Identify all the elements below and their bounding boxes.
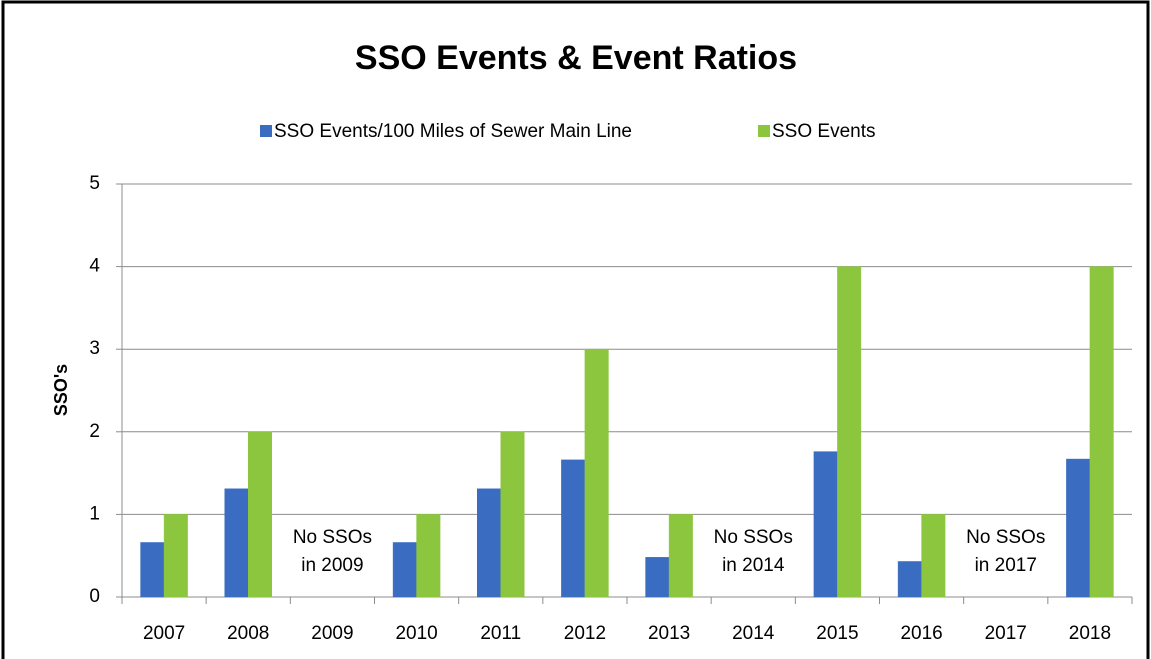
bar (813, 451, 838, 598)
y-tick-label: 1 (89, 503, 100, 524)
bar (224, 488, 249, 598)
legend-label: SSO Events (772, 121, 876, 142)
bar (416, 514, 441, 598)
bar (921, 514, 946, 598)
bar (163, 514, 188, 598)
y-axis-label: SSO's (51, 364, 71, 416)
x-tick-label: 2018 (1069, 623, 1111, 644)
annotation: in 2014 (722, 555, 785, 576)
bar (248, 431, 272, 598)
x-tick-label: 2008 (227, 623, 269, 644)
x-tick-label: 2013 (648, 623, 690, 644)
x-tick-label: 2007 (143, 623, 185, 644)
bar (645, 557, 670, 598)
annotation: No SSOs (714, 527, 793, 548)
x-tick-label: 2010 (395, 623, 437, 644)
bar (392, 542, 417, 598)
x-tick-label: 2011 (480, 623, 521, 644)
bar (837, 266, 862, 598)
y-tick-label: 5 (89, 173, 100, 194)
y-tick-label: 0 (89, 586, 100, 607)
x-tick-label: 2012 (564, 623, 606, 644)
y-tick-label: 4 (89, 256, 100, 277)
x-tick-label: 2017 (985, 623, 1027, 644)
x-tick-label: 2014 (732, 623, 775, 644)
legend-label: SSO Events/100 Miles of Sewer Main Line (274, 121, 632, 142)
annotation: No SSOs (966, 527, 1045, 548)
bar (897, 561, 922, 598)
annotation: in 2009 (301, 555, 363, 576)
bar (1089, 266, 1114, 598)
x-tick-label: 2009 (311, 623, 353, 644)
x-tick-label: 2015 (816, 623, 858, 644)
chart-title: SSO Events & Event Ratios (355, 39, 797, 77)
annotation: in 2017 (975, 555, 1037, 576)
bar (500, 431, 525, 598)
x-tick-label: 2016 (900, 623, 942, 644)
bar (561, 459, 586, 598)
bar (1066, 458, 1091, 598)
bar (477, 488, 501, 598)
bar (584, 348, 609, 598)
y-tick-label: 2 (89, 421, 100, 442)
legend-swatch (260, 125, 272, 137)
legend-swatch (758, 125, 770, 137)
bar (668, 514, 693, 598)
bar (140, 542, 165, 598)
y-tick-label: 3 (89, 338, 100, 359)
annotation: No SSOs (293, 527, 372, 548)
